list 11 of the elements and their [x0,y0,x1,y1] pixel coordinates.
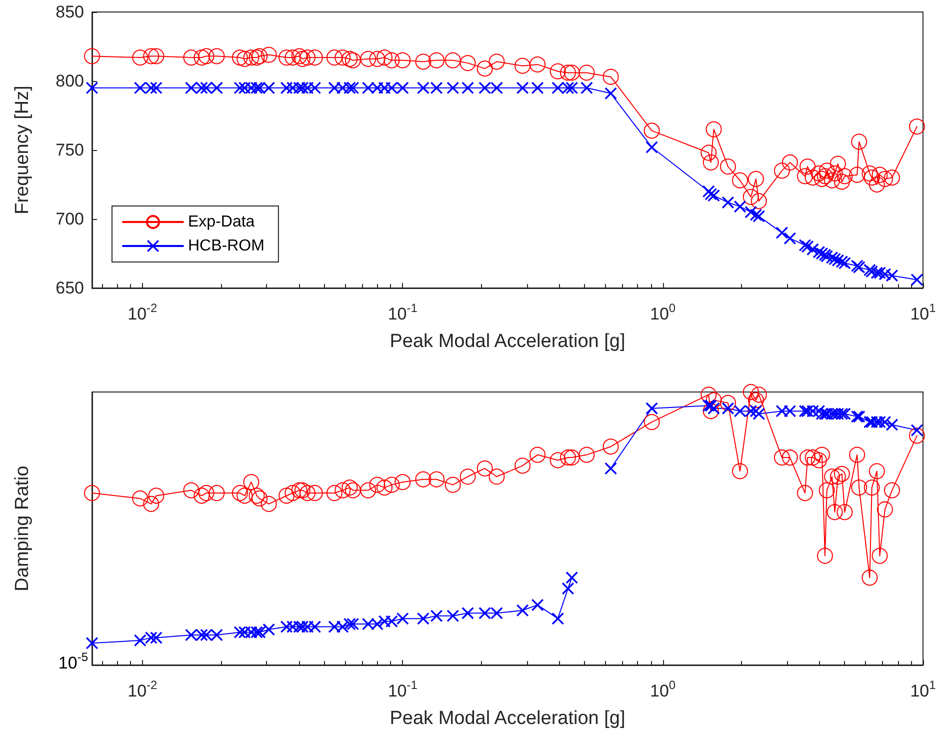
y-tick-label: 800 [56,72,84,90]
y-axis-title: Frequency [Hz] [12,86,33,214]
y-tick-label: 750 [56,140,84,160]
y-tick-label: 850 [56,2,84,22]
y-tick-label: 650 [56,278,84,298]
y-axis-title: Damping Ratio [12,466,33,592]
x-axis-title: Peak Modal Acceleration [g] [390,331,626,352]
x-axis-title: Peak Modal Acceleration [g] [390,708,626,729]
legend-label: Exp-Data [188,214,255,230]
y-tick-label: 700 [56,210,84,228]
legend-label: HCB-ROM [188,238,264,254]
